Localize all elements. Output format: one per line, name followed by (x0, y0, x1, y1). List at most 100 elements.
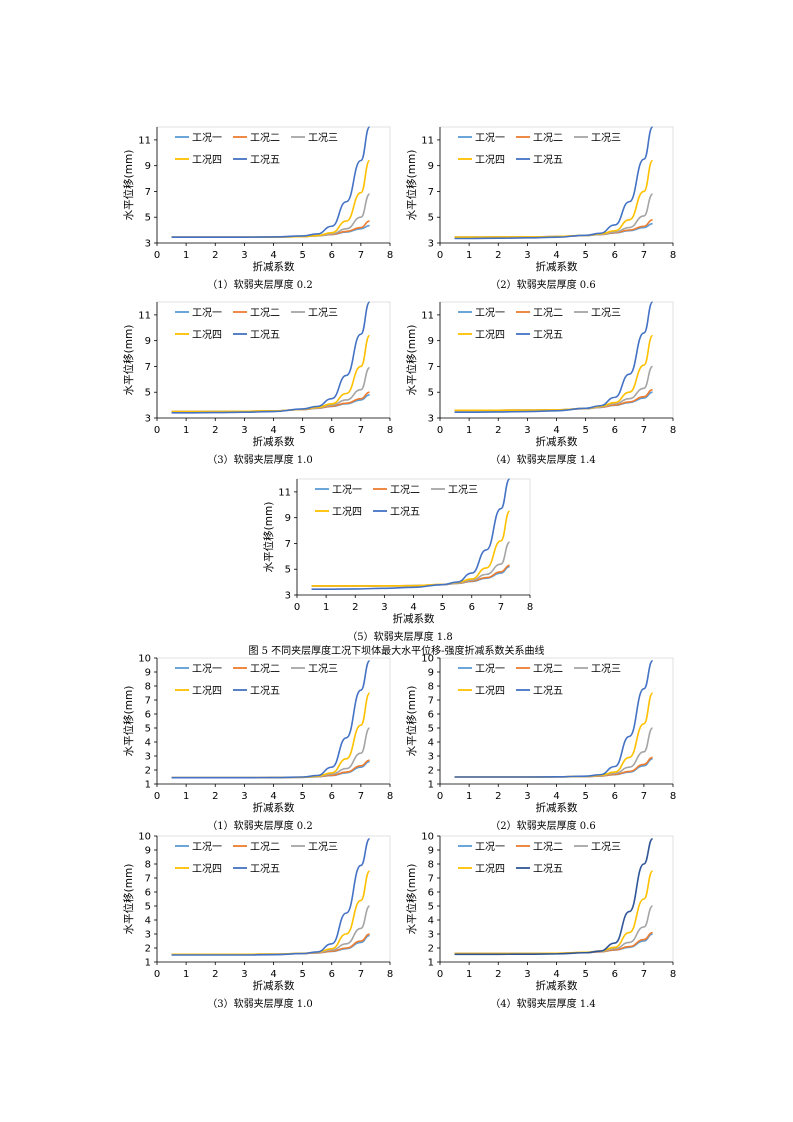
x-tick-label: 5 (299, 250, 305, 261)
y-tick-label: 10 (421, 832, 434, 843)
x-tick-label: 2 (352, 602, 358, 613)
y-tick-label: 6 (145, 710, 151, 721)
legend-label: 工况二 (533, 307, 563, 319)
legend-label: 工况二 (250, 841, 280, 853)
x-tick-label: 0 (294, 602, 300, 613)
series-line (454, 727, 654, 778)
legend-label: 工况四 (192, 863, 222, 875)
y-axis-label: 水平位移(mm) (122, 325, 135, 396)
panel-caption: （5）软弱夹层厚度 1.8 (347, 632, 453, 643)
y-tick-label: 7 (428, 874, 434, 885)
x-axis-label: 折减系数 (253, 260, 295, 273)
legend-label: 工况二 (533, 132, 563, 144)
x-tick-label: 2 (495, 969, 501, 980)
x-tick-label: 3 (524, 791, 530, 802)
plot-area (156, 126, 391, 244)
legend-label: 工况三 (591, 307, 621, 319)
y-tick-label: 5 (145, 388, 151, 399)
y-tick-label: 9 (145, 161, 151, 172)
series-line (171, 660, 371, 779)
legend-label: 工况五 (250, 685, 280, 697)
legend-label: 工况四 (192, 685, 222, 697)
y-axis-label: 水平位移(mm) (405, 325, 418, 396)
y-tick-label: 9 (145, 846, 151, 857)
y-axis-label: 水平位移(mm) (122, 150, 135, 221)
figure-caption: 图 5 不同夹层厚度工况下坝体最大水平位移-强度折减系数关系曲线 (248, 646, 545, 657)
y-tick-label: 4 (145, 916, 151, 927)
x-tick-label: 0 (437, 969, 443, 980)
y-tick-label: 5 (428, 724, 434, 735)
legend-label: 工况二 (533, 663, 563, 675)
legend-label: 工况三 (448, 484, 478, 496)
x-tick-label: 7 (641, 969, 647, 980)
x-tick-label: 6 (329, 250, 335, 261)
plot-area (439, 301, 674, 419)
y-tick-label: 3 (285, 591, 291, 602)
x-tick-label: 6 (469, 602, 475, 613)
series-line (454, 931, 653, 955)
y-tick-label: 5 (145, 213, 151, 224)
y-tick-label: 8 (428, 682, 434, 693)
y-tick-label: 1 (428, 780, 434, 791)
x-tick-label: 1 (466, 425, 472, 436)
y-tick-label: 3 (145, 414, 151, 425)
legend-label: 工况一 (475, 307, 505, 319)
legend-label: 工况三 (308, 841, 338, 853)
x-tick-label: 6 (612, 425, 618, 436)
series-line (171, 301, 371, 414)
x-tick-label: 8 (527, 602, 533, 613)
x-axis-label: 折减系数 (536, 435, 578, 448)
x-tick-label: 2 (212, 791, 218, 802)
series-line (171, 933, 370, 956)
x-tick-label: 1 (323, 602, 329, 613)
y-tick-label: 2 (428, 766, 434, 777)
y-tick-label: 5 (145, 724, 151, 735)
y-tick-label: 3 (428, 414, 434, 425)
chart-panel: 3 5 7 9 11 0 1 2 3 4 5 6 7 8 折减系数 水平位移(mm) 工况一 工况二 工况三 工况四 工… (398, 290, 688, 466)
legend-label: 工况三 (591, 663, 621, 675)
y-axis-label: 水平位移(mm) (405, 150, 418, 221)
x-tick-label: 5 (299, 425, 305, 436)
x-tick-label: 1 (183, 791, 189, 802)
y-tick-label: 2 (145, 766, 151, 777)
x-tick-label: 1 (466, 250, 472, 261)
legend-label: 工况四 (475, 863, 505, 875)
legend-label: 工况三 (308, 132, 338, 144)
panel-caption: （1）软弱夹层厚度 0.2 (207, 280, 313, 291)
series-line (171, 193, 371, 238)
x-tick-label: 6 (329, 969, 335, 980)
chart-panel: 3 5 7 9 11 0 1 2 3 4 5 6 7 8 折减系数 水平位移(mm) 工况一 工况二 工况三 工况四 工… (115, 290, 405, 466)
x-tick-label: 6 (612, 250, 618, 261)
chart-panel: 1 2 3 4 5 6 7 8 9 10 0 1 2 3 4 5 6 7 8 折减系数 水平位移(mm) 工况一 工况二 工况… (115, 648, 405, 833)
legend-label: 工况三 (591, 841, 621, 853)
series-line (171, 220, 370, 238)
x-axis-label: 折减系数 (253, 801, 295, 814)
y-tick-label: 7 (145, 696, 151, 707)
legend-label: 工况四 (192, 154, 222, 166)
x-tick-label: 4 (270, 791, 276, 802)
series-line (171, 727, 371, 779)
legend-label: 工况三 (308, 307, 338, 319)
x-tick-label: 7 (358, 969, 364, 980)
legend-label: 工况一 (192, 663, 222, 675)
x-axis-label: 折减系数 (393, 612, 435, 625)
series-line (311, 510, 511, 587)
y-tick-label: 9 (145, 668, 151, 679)
x-tick-label: 7 (358, 250, 364, 261)
y-tick-label: 10 (138, 832, 151, 843)
series-line (454, 756, 653, 778)
y-tick-label: 11 (278, 487, 291, 498)
y-tick-label: 4 (428, 916, 434, 927)
y-tick-label: 8 (145, 682, 151, 693)
y-tick-label: 5 (285, 565, 291, 576)
y-axis-label: 水平位移(mm) (122, 686, 135, 757)
legend-label: 工况一 (475, 132, 505, 144)
x-tick-label: 4 (553, 969, 559, 980)
y-tick-label: 5 (428, 902, 434, 913)
chart-panel: 3 5 7 9 11 0 1 2 3 4 5 6 7 8 折减系数 水平位移(mm) 工况一 工况二 工况三 工况四 工… (255, 467, 545, 643)
x-tick-label: 5 (582, 250, 588, 261)
y-tick-label: 8 (145, 860, 151, 871)
